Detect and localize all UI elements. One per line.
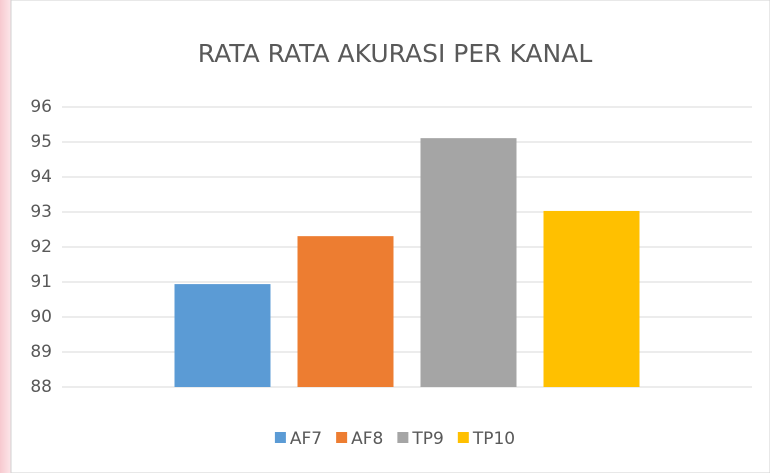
- legend-swatch: [274, 432, 286, 443]
- legend-label: TP9: [411, 429, 443, 449]
- legend-swatch: [336, 432, 348, 443]
- bar: [543, 210, 640, 387]
- y-tick-label: 96: [30, 97, 52, 117]
- legend-label: TP10: [472, 429, 515, 449]
- y-tick-label: 93: [30, 202, 52, 222]
- legend-swatch: [457, 432, 469, 443]
- background-edge: [0, 0, 12, 473]
- legend-label: AF7: [290, 429, 322, 449]
- legend-swatch: [397, 432, 409, 443]
- y-tick-label: 92: [30, 237, 52, 257]
- y-tick-label: 94: [30, 167, 52, 187]
- chart-title: RATA RATA AKURASI PER KANAL: [198, 39, 593, 68]
- y-tick-label: 95: [30, 132, 52, 152]
- y-tick-label: 90: [30, 307, 52, 327]
- legend-label: AF8: [351, 429, 383, 449]
- y-tick-label: 91: [30, 272, 52, 292]
- bar: [297, 236, 394, 387]
- bar: [420, 138, 517, 387]
- y-tick-label: 89: [30, 342, 52, 362]
- y-tick-label: 88: [30, 377, 52, 397]
- bar: [174, 284, 271, 387]
